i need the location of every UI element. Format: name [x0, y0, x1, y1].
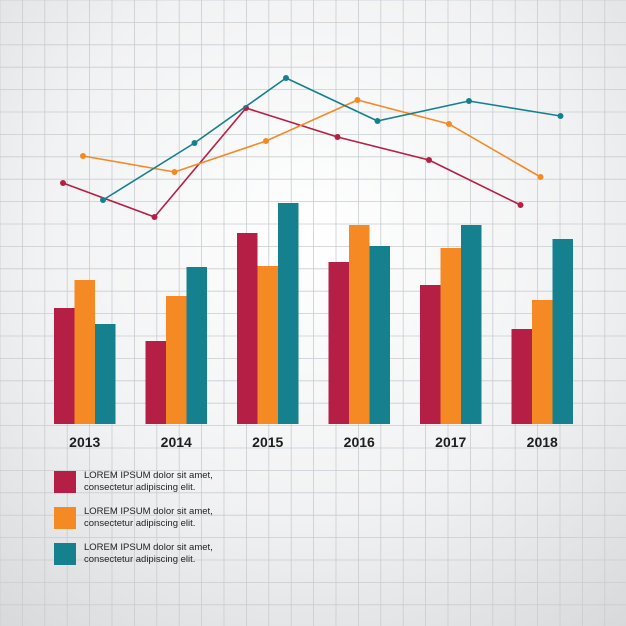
legend-line-2: consectetur adipiscing elit. — [84, 518, 196, 529]
x-axis-labels: 2013 2014 2015 2016 2017 2018 — [69, 434, 558, 450]
bar-2018-3 — [552, 239, 573, 424]
legend-text: LOREM IPSUM dolor sit amet, consectetur … — [84, 470, 213, 494]
line-point-2015 — [263, 138, 269, 144]
line-point-2016 — [334, 134, 341, 140]
bar-2015-1 — [237, 233, 258, 424]
legend-line-1: LOREM IPSUM dolor sit amet, — [84, 506, 213, 517]
line-point-2017 — [446, 121, 452, 127]
legend-swatch-teal — [54, 543, 76, 565]
x-tick-label: 2016 — [344, 434, 375, 450]
legend: LOREM IPSUM dolor sit amet, consectetur … — [54, 470, 294, 578]
legend-text: LOREM IPSUM dolor sit amet, consectetur … — [84, 542, 213, 566]
line-point-2017 — [466, 98, 472, 104]
bar-2013-3 — [95, 324, 116, 424]
line-series-2 — [82, 99, 541, 178]
legend-line-1: LOREM IPSUM dolor sit amet, — [84, 470, 213, 481]
legend-text: LOREM IPSUM dolor sit amet, consectetur … — [84, 506, 213, 530]
x-tick-label: 2018 — [527, 434, 558, 450]
legend-line-2: consectetur adipiscing elit. — [84, 482, 196, 493]
line-point-2014 — [151, 214, 158, 220]
bar-2015-2 — [257, 266, 278, 424]
legend-line-1: LOREM IPSUM dolor sit amet, — [84, 542, 213, 553]
line-point-2013 — [100, 197, 106, 203]
x-tick-label: 2013 — [69, 434, 100, 450]
x-tick-label: 2014 — [161, 434, 192, 450]
x-tick-label: 2015 — [252, 434, 283, 450]
bar-2018-2 — [532, 300, 553, 424]
bar-2014-3 — [186, 267, 207, 424]
legend-item-3: LOREM IPSUM dolor sit amet, consectetur … — [54, 542, 294, 566]
bar-2018-1 — [511, 329, 532, 424]
legend-swatch-orange — [54, 507, 76, 529]
legend-line-2: consectetur adipiscing elit. — [84, 554, 196, 565]
bar-2016-3 — [369, 246, 390, 424]
bar-2014-2 — [166, 296, 187, 424]
line-series-3 — [102, 77, 561, 201]
legend-item-1: LOREM IPSUM dolor sit amet, consectetur … — [54, 470, 294, 494]
bar-2016-1 — [328, 262, 349, 424]
line-series — [60, 75, 564, 220]
line-point-2018 — [557, 113, 564, 119]
line-point-2016 — [374, 118, 381, 124]
line-point-2014 — [191, 140, 198, 146]
bar-2013-2 — [74, 280, 95, 424]
bar-2017-2 — [440, 248, 461, 424]
legend-swatch-red — [54, 471, 76, 493]
line-point-2017 — [426, 157, 432, 163]
bar-2017-3 — [461, 225, 482, 424]
bar-2015-3 — [278, 203, 299, 424]
bar-2013-1 — [54, 308, 75, 424]
line-point-2016 — [354, 97, 361, 103]
line-point-2013 — [60, 180, 66, 186]
bar-2016-2 — [349, 225, 370, 424]
bar-2014-1 — [145, 341, 166, 424]
bar-2017-1 — [420, 285, 441, 424]
line-series-1 — [62, 107, 521, 218]
legend-item-2: LOREM IPSUM dolor sit amet, consectetur … — [54, 506, 294, 530]
line-point-2018 — [517, 202, 524, 208]
line-point-2015 — [283, 75, 289, 81]
bar-series — [54, 203, 573, 424]
x-tick-label: 2017 — [435, 434, 466, 450]
line-point-2013 — [80, 153, 86, 159]
line-point-2014 — [171, 169, 178, 175]
line-point-2018 — [537, 174, 544, 180]
